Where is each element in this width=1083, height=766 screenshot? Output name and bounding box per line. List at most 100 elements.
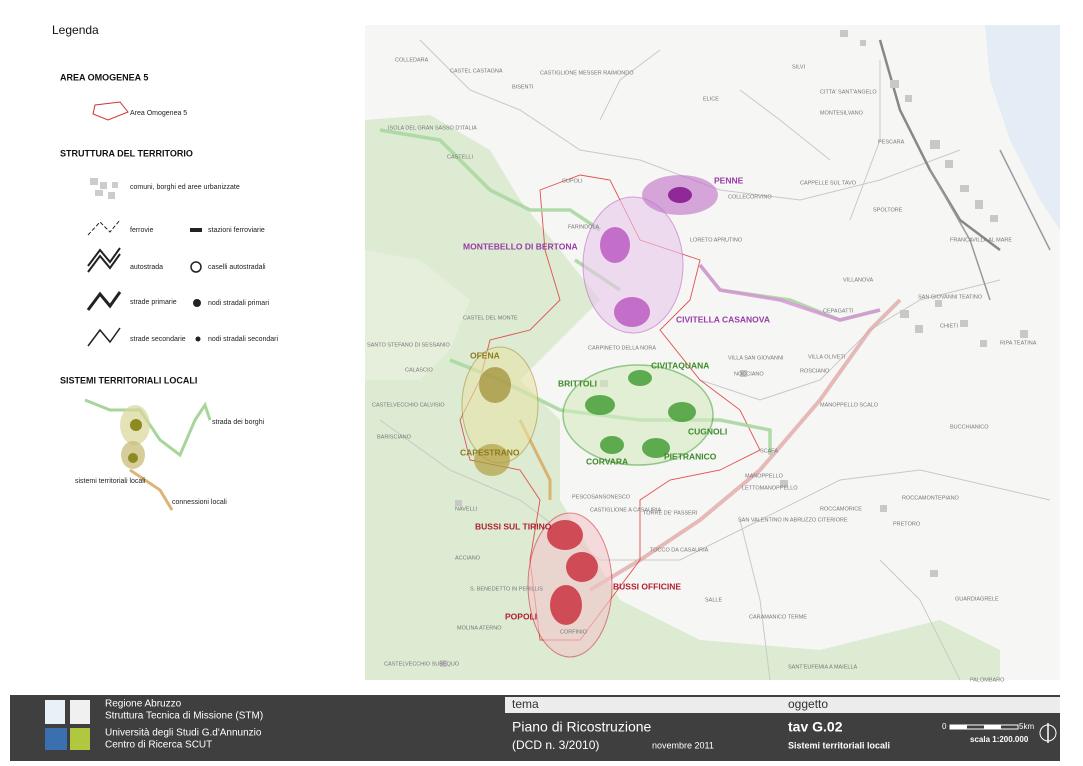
town-label: CASTELVECCHIO SUBEQUO <box>384 661 460 667</box>
town-label: SILVI <box>792 64 806 70</box>
town-label: NAVELLI <box>455 506 478 512</box>
town-label: CASTIGLIONE MESSER RAIMONDO <box>540 70 634 76</box>
town-label: CHIETI <box>940 323 959 329</box>
town-label: CASTEL DEL MONTE <box>463 315 518 321</box>
town-label: SAN GIOVANNI TEATINO <box>918 294 983 300</box>
place-label: BRITTOLI <box>558 378 597 388</box>
town-label: BUCCHIANICO <box>950 424 989 430</box>
town-label: GUARDIAGRELE <box>955 596 999 602</box>
town-label: FRANCAVILLA AL MARE <box>950 237 1012 243</box>
town-label: CORFINIO <box>560 629 588 635</box>
town-label: PESCOSANSONESCO <box>572 494 631 500</box>
legend-item: comuni, borghi ed aree urbanizzate <box>130 184 240 191</box>
town-label: BARISCIANO <box>377 434 412 440</box>
town-label: MANOPPELLO SCALO <box>820 402 879 408</box>
logo <box>45 700 65 724</box>
town-label: NOCCIANO <box>734 371 764 377</box>
town-label: SALLE <box>705 597 722 603</box>
place-label: MONTEBELLO DI BERTONA <box>463 241 578 251</box>
place-label: POPOLI <box>505 611 537 621</box>
place-label: CIVITELLA CASANOVA <box>676 314 770 324</box>
town-label: ROSCIANO <box>800 368 830 374</box>
scale-start: 0 <box>942 722 947 731</box>
legend-icon <box>190 228 202 232</box>
legend-icon <box>129 468 174 511</box>
town-label: ISOLA DEL GRAN SASSO D'ITALIA <box>388 125 477 131</box>
footer-band <box>505 697 1060 713</box>
date: novembre 2011 <box>652 740 714 750</box>
legend-icon <box>84 398 212 458</box>
town-label: MONTESILVANO <box>820 110 864 116</box>
place-label: OFENA <box>470 350 500 360</box>
town-label: CASTEL CASTAGNA <box>450 68 503 74</box>
place-label: PIETRANICO <box>664 451 717 461</box>
place-label: BUSSI SUL TIRINO <box>475 521 552 531</box>
sheet-title: Sistemi territoriali locali <box>788 740 890 750</box>
map: COLLEDARA CASTEL CASTAGNA CASTIGLIONE MESS… <box>365 25 1060 683</box>
legend-item: sistemi territoriali locali <box>75 478 146 485</box>
town-label: SANT'EUFEMIA A MAIELLA <box>788 664 858 670</box>
legend-heading: STRUTTURA DEL TERRITORIO <box>60 148 193 158</box>
legend-icon <box>190 261 202 273</box>
legend-item: Area Omogenea 5 <box>130 110 187 117</box>
town-label: SCAFA <box>760 448 778 454</box>
institution: Centro di Ricerca SCUT <box>105 740 212 751</box>
town-label: MANOPPELLO <box>745 473 784 479</box>
legend-icon <box>193 299 201 307</box>
legend-item: caselli autostradali <box>208 264 266 271</box>
town-label: TOCCO DA CASAURIA <box>650 547 709 553</box>
scale-end: 5km <box>1019 722 1034 731</box>
town-label: PESCARA <box>878 139 905 145</box>
institution: Regione Abruzzo <box>105 699 182 710</box>
legend-icon <box>90 178 118 199</box>
legend-item: strade secondarie <box>130 336 186 343</box>
place-label: CORVARA <box>586 456 628 466</box>
town-label: COLLEDARA <box>395 57 429 63</box>
town-label: TORRE DE' PASSERI <box>643 510 698 516</box>
system-olive <box>461 346 539 476</box>
legend-item: nodi stradali secondari <box>208 336 278 343</box>
town-label: VILLANOVA <box>843 277 873 283</box>
tema-label: tema <box>512 697 539 711</box>
legend-item: ferrovie <box>130 227 153 234</box>
town-label: CAPPELLE SUL TAVO <box>800 180 857 186</box>
legend-item: autostrada <box>130 264 163 271</box>
legend-title: Legenda <box>52 23 99 37</box>
scale: scala 1:200.000 <box>970 735 1029 744</box>
institution: Struttura Tecnica di Missione (STM) <box>105 711 263 722</box>
system-green <box>562 364 714 466</box>
town-label: SPOLTORE <box>873 207 903 213</box>
institution: Università degli Studi G.d'Annunzio <box>105 728 262 739</box>
legend-icon <box>92 101 129 121</box>
town-label: S. BENEDETTO IN PERILLIS <box>470 586 543 592</box>
town-label: LETTOMANOPPELLO <box>742 485 798 491</box>
decree: (DCD n. 3/2010) <box>512 738 599 752</box>
town-label: PRETORO <box>893 521 921 527</box>
legend-icon <box>195 336 201 342</box>
legend-heading: AREA OMOGENEA 5 <box>60 72 148 82</box>
legend-item: connessioni locali <box>172 499 227 506</box>
town-label: CALASCIO <box>405 367 434 373</box>
town-label: RIPA TEATINA <box>1000 340 1037 346</box>
town-label: VILLA OLIVETI <box>808 354 846 360</box>
town-label: MOLINA ATERNO <box>457 625 502 631</box>
place-label: CAPESTRANO <box>460 447 520 457</box>
legend-icon <box>87 327 121 347</box>
town-label: CASTIGLIONE A CASAURIA <box>590 507 662 513</box>
logo <box>70 728 90 750</box>
town-label: SANTO STEFANO DI SESSANIO <box>367 342 450 348</box>
legend-item: stazioni ferroviarie <box>208 227 265 234</box>
town-label: CEPAGATTI <box>823 308 854 314</box>
place-label: CIVITAQUANA <box>651 360 709 370</box>
town-label: CARPINETO DELLA NORA <box>588 345 656 351</box>
legend-icon <box>87 247 121 273</box>
legend-icon <box>120 405 150 469</box>
town-label: ELICE <box>703 96 719 102</box>
logo <box>70 700 90 724</box>
town-label: CITTA' SANT'ANGELO <box>820 89 877 95</box>
legend-heading: SISTEMI TERRITORIALI LOCALI <box>60 375 197 385</box>
town-label: ROCCAMORICE <box>820 506 862 512</box>
legend-item: strada dei borghi <box>212 419 265 426</box>
legend-item: nodi stradali primari <box>208 300 270 307</box>
town-label: VILLA SAN GIOVANNI <box>728 355 784 361</box>
